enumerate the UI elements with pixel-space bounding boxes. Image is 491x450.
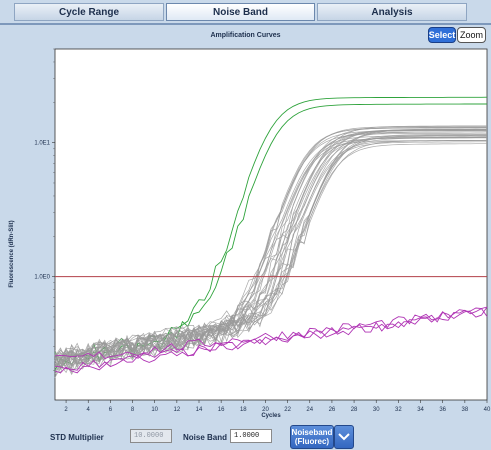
x-axis: 2 4 6 8 10 12 14 16 18 20 22 24 26 28 30 32 34 36 38 40 bbox=[64, 400, 491, 413]
x-tick-label: 16 bbox=[218, 407, 225, 413]
tab-analysis[interactable]: Analysis bbox=[317, 3, 467, 21]
std-multiplier-label: STD Multiplier bbox=[50, 433, 104, 442]
noiseband-button-line2: (Fluorec) bbox=[294, 437, 330, 446]
noiseband-button-line1: Noiseband bbox=[291, 428, 333, 437]
tab-divider bbox=[0, 23, 491, 25]
x-tick-label: 14 bbox=[196, 407, 203, 413]
y-axis-label: Fluorescence (dRn-Slit) bbox=[9, 220, 15, 287]
amplification-curve[interactable] bbox=[54, 128, 488, 374]
std-multiplier-input[interactable]: 10.0000 bbox=[130, 429, 172, 443]
amplification-curve[interactable] bbox=[54, 133, 487, 378]
select-button[interactable]: Select bbox=[428, 27, 456, 43]
x-tick-label: 4 bbox=[87, 407, 91, 413]
x-tick-label: 10 bbox=[151, 407, 158, 413]
amplification-curve[interactable] bbox=[54, 306, 488, 360]
x-tick-label: 32 bbox=[395, 407, 402, 413]
x-tick-label: 6 bbox=[109, 407, 113, 413]
x-tick-label: 34 bbox=[417, 407, 424, 413]
x-tick-label: 26 bbox=[329, 407, 336, 413]
x-tick-label: 30 bbox=[373, 407, 380, 413]
chart-svg[interactable]: 2 4 6 8 10 12 14 16 18 20 22 24 26 28 30 32 34 36 38 40 1.0… bbox=[0, 44, 491, 420]
amplification-curve[interactable] bbox=[54, 136, 487, 371]
x-tick-label: 2 bbox=[64, 407, 68, 413]
x-tick-label: 22 bbox=[284, 407, 291, 413]
zoom-button[interactable]: Zoom bbox=[457, 27, 486, 43]
y-axis: 1.0E1 1.0E0 bbox=[34, 48, 55, 371]
x-tick-label: 12 bbox=[174, 407, 181, 413]
amplification-chart[interactable]: 2 4 6 8 10 12 14 16 18 20 22 24 26 28 30 32 34 36 38 40 1.0… bbox=[0, 44, 491, 420]
x-tick-label: 40 bbox=[484, 407, 491, 413]
amplification-curve[interactable] bbox=[54, 307, 488, 371]
amplification-curve[interactable] bbox=[54, 143, 487, 369]
chevron-down-icon bbox=[338, 433, 350, 441]
amplification-curve[interactable] bbox=[54, 137, 487, 375]
chart-title: Amplification Curves bbox=[210, 32, 281, 39]
noise-band-input[interactable]: 1.0000 bbox=[230, 429, 272, 443]
amplification-curve[interactable] bbox=[54, 135, 488, 379]
x-tick-label: 24 bbox=[306, 407, 313, 413]
amplification-curve[interactable] bbox=[54, 127, 487, 364]
x-tick-label: 8 bbox=[131, 407, 135, 413]
controls-bar: STD Multiplier 10.0000 Noise Band 1.0000… bbox=[0, 420, 491, 450]
tab-cycle-range[interactable]: Cycle Range bbox=[14, 3, 164, 21]
x-tick-label: 18 bbox=[240, 407, 247, 413]
noiseband-button[interactable]: Noiseband (Fluorec) bbox=[290, 425, 334, 449]
tab-bar: Cycle Range Noise Band Analysis bbox=[0, 0, 491, 25]
amplification-curve[interactable] bbox=[54, 134, 487, 368]
tab-noise-band[interactable]: Noise Band bbox=[166, 3, 315, 21]
amplification-curve[interactable] bbox=[54, 140, 488, 374]
curves-layer bbox=[54, 96, 488, 379]
x-tick-label: 36 bbox=[439, 407, 446, 413]
y-tick-label: 1.0E0 bbox=[34, 275, 50, 281]
amplification-curve[interactable] bbox=[54, 125, 487, 364]
x-tick-label: 28 bbox=[351, 407, 358, 413]
x-tick-label: 38 bbox=[462, 407, 469, 413]
x-axis-label: Cycles bbox=[261, 413, 281, 419]
noise-band-label: Noise Band bbox=[183, 433, 228, 442]
y-tick-label: 1.0E1 bbox=[34, 141, 50, 147]
dropdown-button[interactable] bbox=[334, 425, 354, 449]
x-tick-label: 20 bbox=[262, 407, 269, 413]
